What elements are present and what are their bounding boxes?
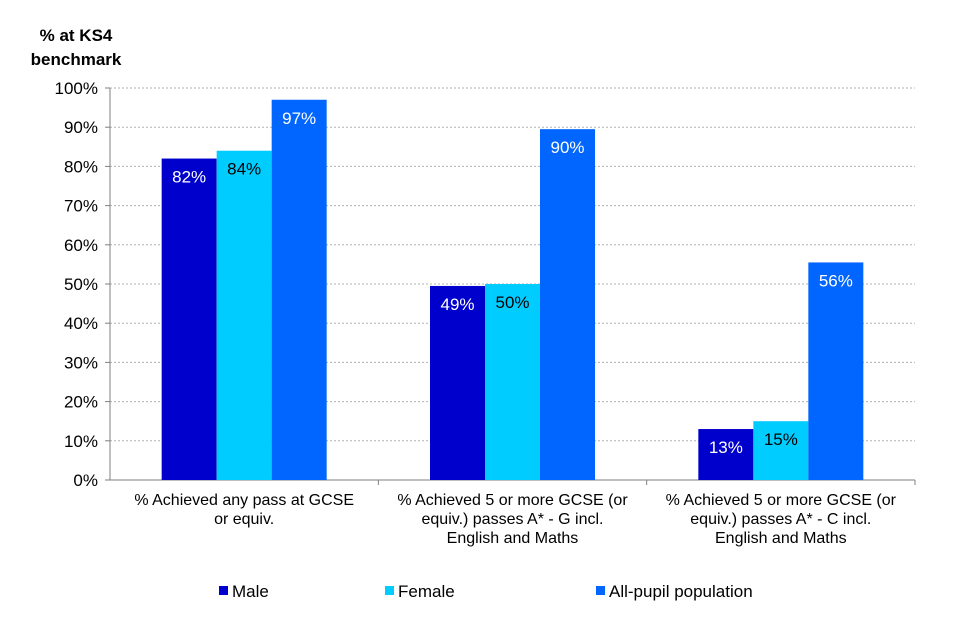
category-label-line: equiv.) passes A* - G incl. [422, 511, 604, 528]
category-label-line: English and Maths [715, 530, 847, 547]
bar-all-pupil-population [271, 99, 327, 480]
category-label-line: % Achieved 5 or more GCSE (or [666, 492, 897, 509]
y-tick-label: 100% [55, 79, 98, 98]
bar-female [216, 150, 272, 480]
legend-swatch [219, 586, 228, 595]
y-tick-label: 30% [64, 353, 98, 372]
data-label: 13% [709, 438, 743, 457]
y-tick-label: 40% [64, 314, 98, 333]
bar-female [485, 284, 540, 480]
y-tick-label: 60% [64, 236, 98, 255]
category-label-line: % Achieved any pass at GCSE [134, 492, 354, 509]
bar-male [430, 285, 485, 480]
data-label: 97% [282, 109, 316, 128]
bar-all-pupil-population [540, 129, 595, 480]
legend-swatch [596, 586, 605, 595]
y-tick-label: 90% [64, 118, 98, 137]
y-tick-label: 50% [64, 275, 98, 294]
category-label-line: or equiv. [214, 511, 274, 528]
data-label: 15% [764, 430, 798, 449]
bar-all-pupil-population [808, 262, 864, 480]
data-label: 84% [227, 160, 261, 179]
y-tick-label: 70% [64, 197, 98, 216]
data-label: 56% [819, 271, 853, 290]
category-label-line: English and Maths [447, 530, 579, 547]
legend-label: All-pupil population [609, 582, 753, 601]
y-tick-label: 80% [64, 157, 98, 176]
bar-male [698, 429, 754, 480]
legend-label: Male [232, 582, 269, 601]
y-tick-label: 0% [73, 471, 98, 490]
data-label: 82% [172, 168, 206, 187]
y-tick-label: 10% [64, 432, 98, 451]
legend-swatch [385, 586, 394, 595]
data-label: 49% [440, 295, 474, 314]
y-axis-title-line: benchmark [31, 50, 122, 69]
data-label: 50% [495, 293, 529, 312]
bar-female [753, 421, 809, 480]
y-tick-label: 20% [64, 393, 98, 412]
data-label: 90% [550, 138, 584, 157]
legend-label: Female [398, 582, 455, 601]
category-label-line: equiv.) passes A* - C incl. [690, 511, 871, 528]
y-axis-title-line: % at KS4 [40, 26, 113, 45]
bar-male [161, 158, 217, 480]
category-label-line: % Achieved 5 or more GCSE (or [397, 492, 628, 509]
